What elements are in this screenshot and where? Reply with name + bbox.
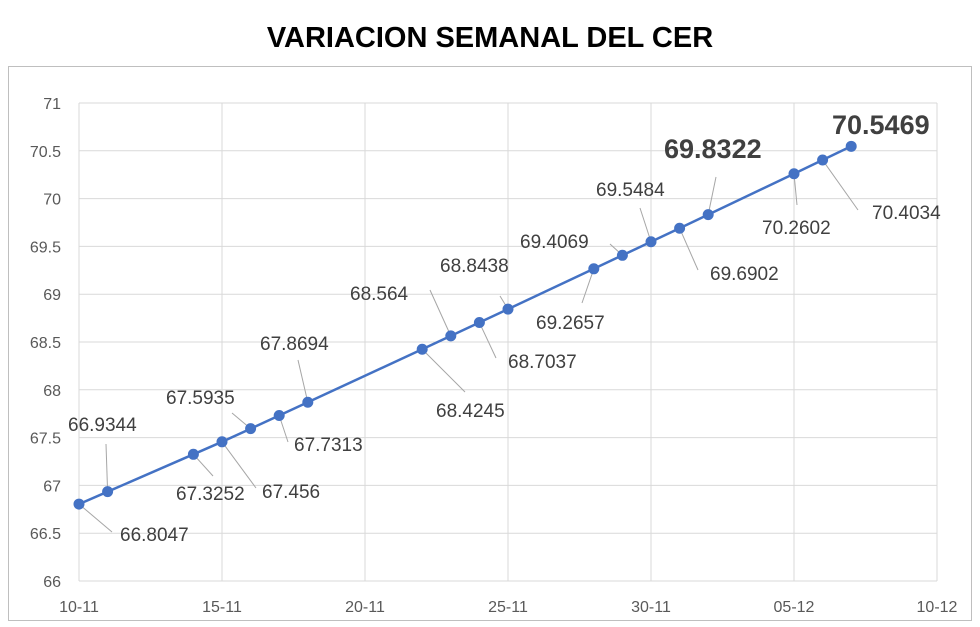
data-point bbox=[674, 222, 686, 234]
leader-line bbox=[639, 207, 652, 242]
data-label: 70.4034 bbox=[872, 203, 941, 224]
data-point bbox=[302, 396, 314, 408]
data-point bbox=[845, 140, 857, 152]
y-tick-label: 66 bbox=[43, 574, 61, 591]
chart-frame bbox=[8, 66, 972, 621]
data-label: 67.7313 bbox=[294, 435, 363, 456]
leader-line bbox=[707, 176, 717, 215]
x-tick-label: 05-12 bbox=[774, 599, 815, 616]
data-label: 66.9344 bbox=[68, 415, 137, 436]
y-tick-label: 70.5 bbox=[30, 144, 61, 161]
leader-line bbox=[78, 503, 113, 533]
data-point bbox=[616, 249, 628, 261]
data-label: 69.8322 bbox=[664, 134, 762, 164]
data-label: 67.5935 bbox=[166, 388, 235, 409]
data-point bbox=[416, 343, 428, 355]
data-point bbox=[702, 209, 714, 221]
data-label: 70.5469 bbox=[832, 110, 930, 140]
x-tick-label: 25-11 bbox=[488, 599, 528, 616]
y-tick-label: 69 bbox=[43, 287, 61, 304]
data-point bbox=[273, 409, 285, 421]
data-point bbox=[645, 236, 657, 248]
x-tick-label: 10-12 bbox=[917, 599, 958, 616]
x-tick-label: 15-11 bbox=[202, 599, 242, 616]
leader-line bbox=[421, 348, 466, 393]
y-tick-label: 69.5 bbox=[30, 239, 61, 256]
data-label: 67.3252 bbox=[176, 484, 245, 505]
leader-line bbox=[297, 359, 309, 403]
x-tick-label: 10-11 bbox=[59, 599, 99, 616]
data-label: 67.8694 bbox=[260, 334, 329, 355]
data-point bbox=[788, 168, 800, 180]
y-tick-label: 67.5 bbox=[30, 431, 61, 448]
leader-line bbox=[822, 159, 859, 211]
y-tick-label: 67 bbox=[43, 478, 61, 495]
leader-line bbox=[221, 441, 257, 489]
data-label: 68.8438 bbox=[440, 256, 509, 277]
data-point bbox=[588, 263, 600, 275]
data-point bbox=[817, 154, 829, 166]
chart-title: VARIACION SEMANAL DEL CER bbox=[266, 22, 714, 54]
data-label: 69.2657 bbox=[536, 313, 605, 334]
data-label: 69.4069 bbox=[520, 232, 589, 253]
data-point bbox=[473, 317, 485, 329]
data-point bbox=[73, 498, 85, 510]
data-label: 69.6902 bbox=[710, 264, 779, 285]
y-tick-label: 68 bbox=[43, 383, 61, 400]
leader-line bbox=[679, 228, 699, 271]
y-tick-label: 68.5 bbox=[30, 335, 61, 352]
y-tick-label: 66.5 bbox=[30, 526, 61, 543]
leader-line bbox=[581, 268, 595, 304]
data-label: 68.4245 bbox=[436, 401, 505, 422]
data-point bbox=[102, 486, 114, 498]
data-label: 68.564 bbox=[350, 284, 409, 305]
leader-line bbox=[429, 289, 452, 337]
data-point bbox=[502, 303, 514, 315]
data-label: 67.456 bbox=[262, 482, 320, 503]
data-label: 70.2602 bbox=[762, 218, 831, 239]
leader-line bbox=[478, 322, 497, 359]
y-tick-label: 70 bbox=[43, 192, 61, 209]
leader-line bbox=[105, 443, 109, 492]
data-label: 68.7037 bbox=[508, 352, 577, 373]
y-tick-label: 71 bbox=[43, 96, 61, 113]
x-tick-label: 20-11 bbox=[345, 599, 385, 616]
data-point bbox=[245, 423, 257, 435]
data-point bbox=[445, 330, 457, 342]
x-tick-label: 30-11 bbox=[631, 599, 671, 616]
data-point bbox=[187, 448, 199, 460]
data-label: 66.8047 bbox=[120, 525, 189, 546]
data-label: 69.5484 bbox=[596, 180, 665, 201]
data-point bbox=[216, 436, 228, 448]
